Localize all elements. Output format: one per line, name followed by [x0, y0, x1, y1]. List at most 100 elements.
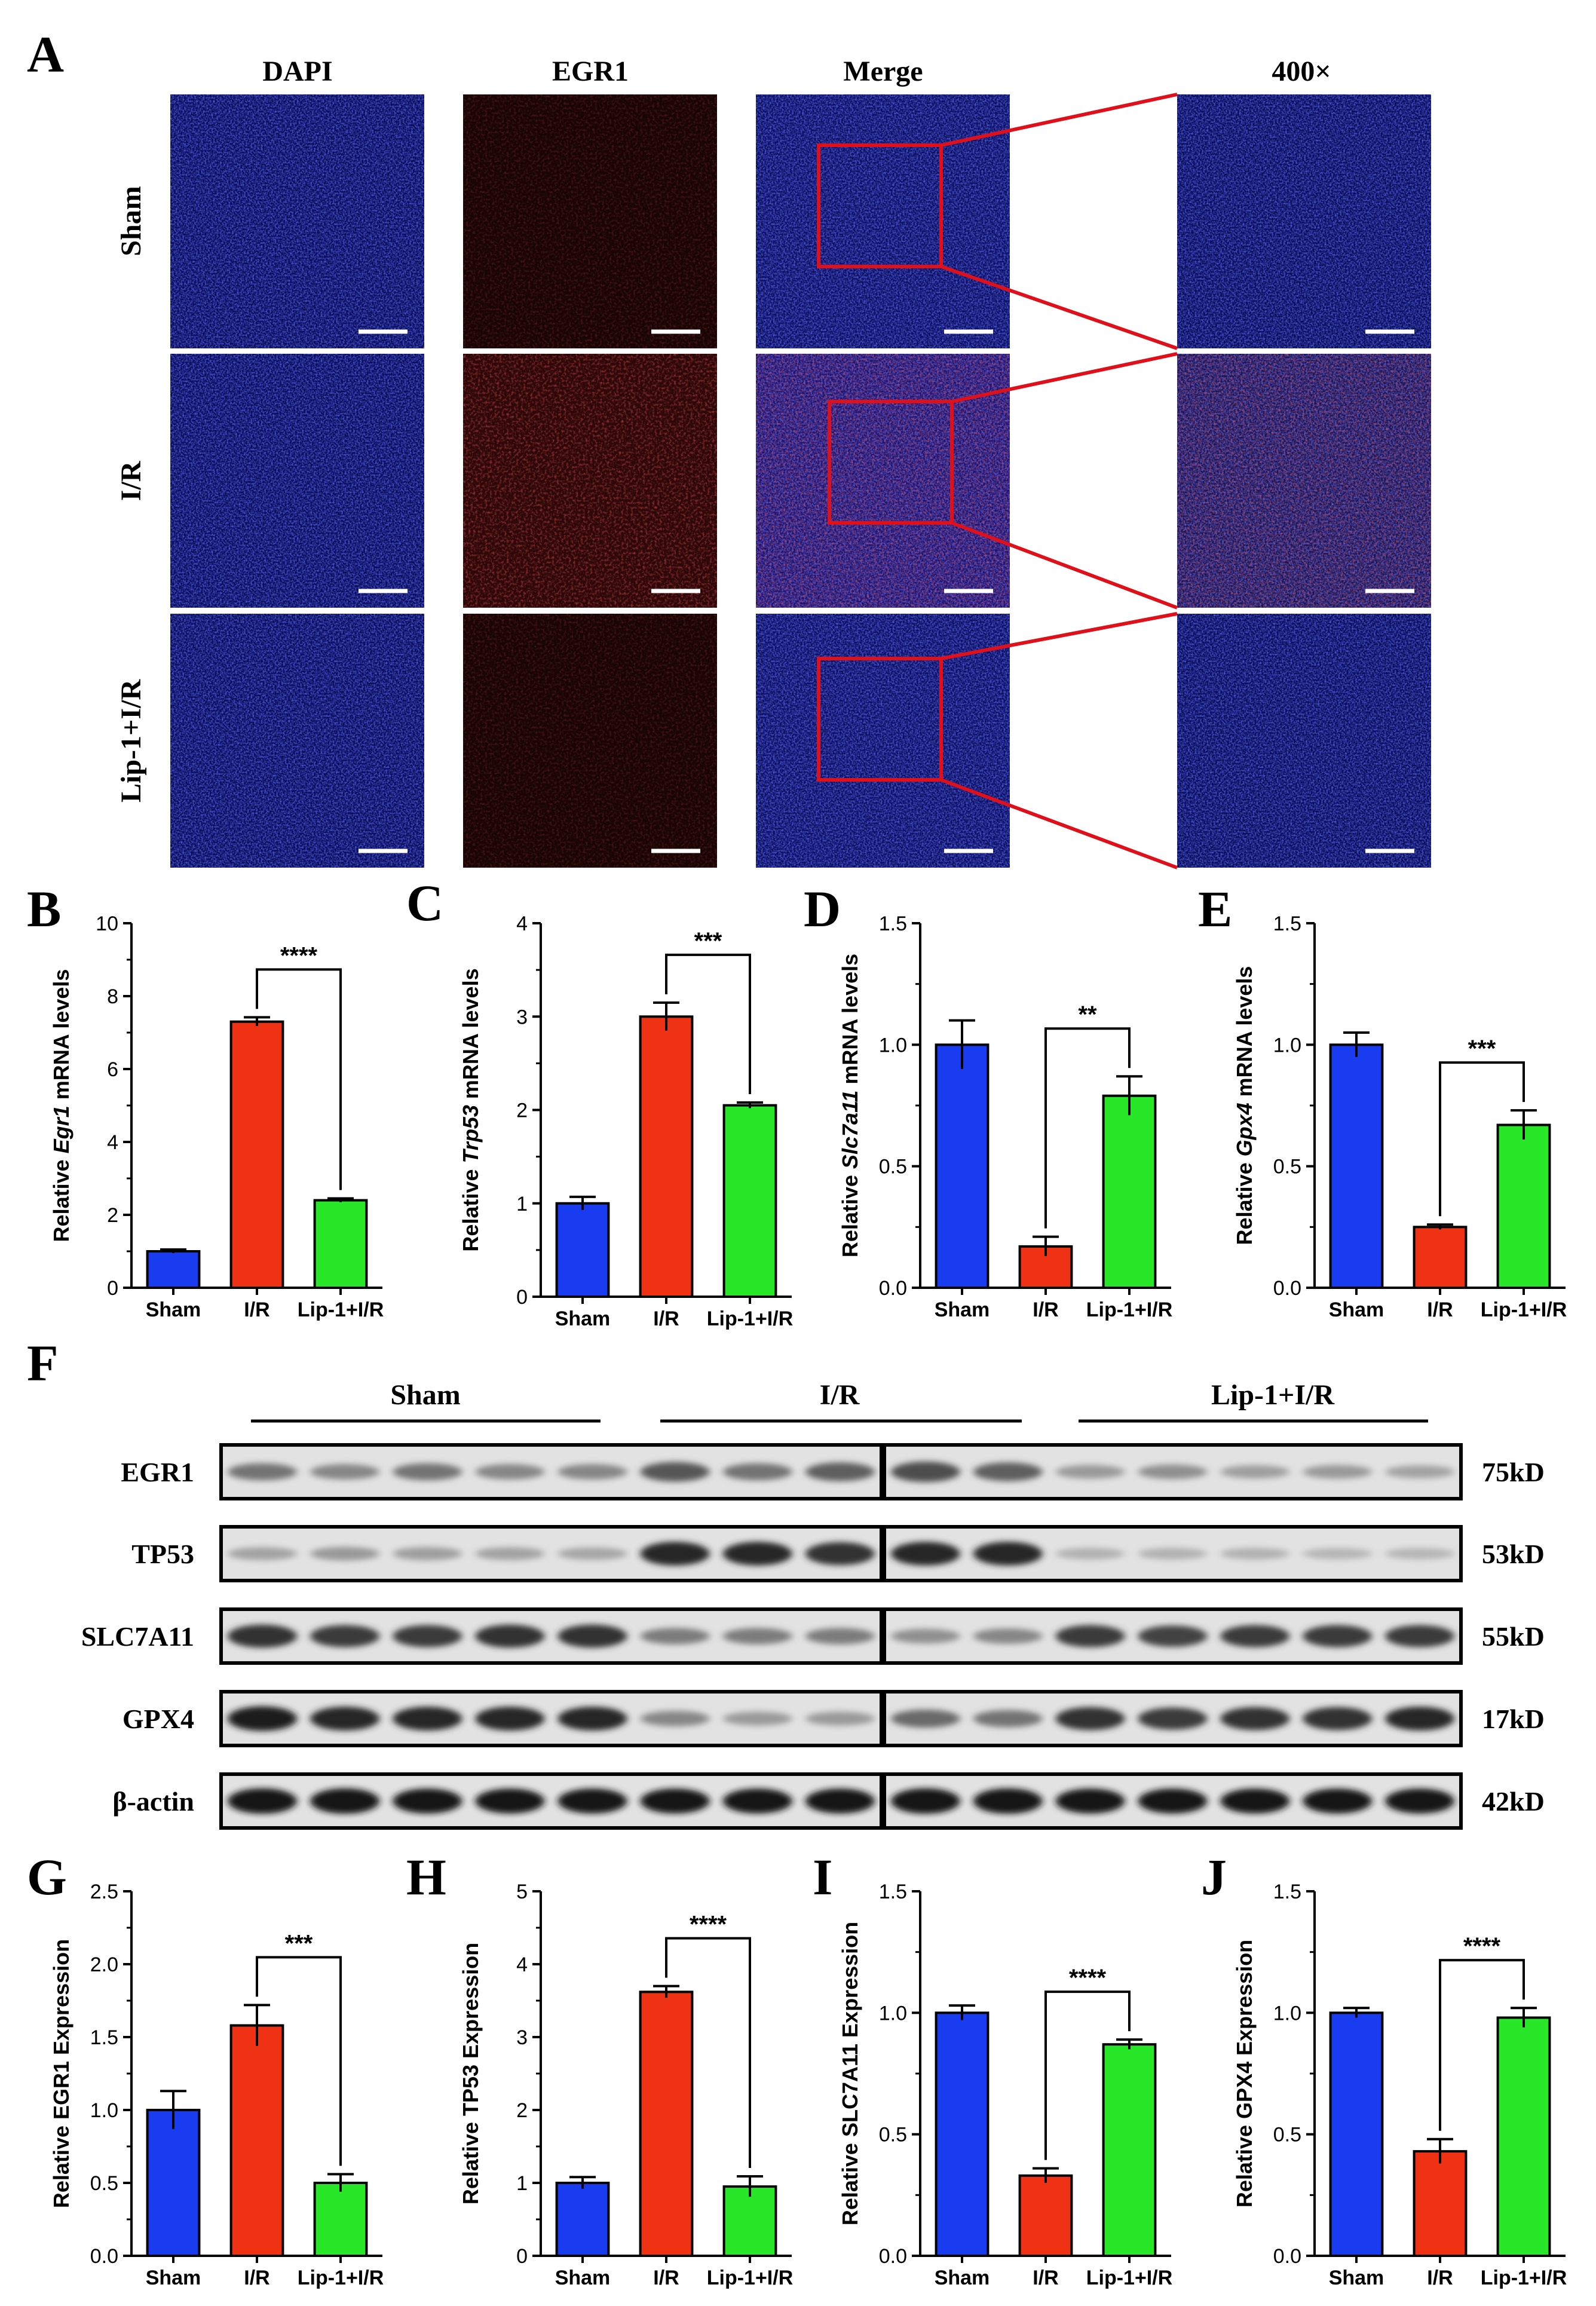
wb-band [973, 1542, 1043, 1566]
x-tick-label: Lip-1+I/R [1481, 2267, 1567, 2289]
bar-ir [639, 1015, 694, 1298]
x-tick-label: Sham [555, 2267, 611, 2289]
y-tick-label: 0.0 [1273, 2245, 1301, 2268]
col-header-400x: 400× [1272, 56, 1331, 87]
wb-band [1138, 1707, 1208, 1730]
wb-band [640, 1628, 710, 1644]
y-tick-label: 8 [107, 985, 118, 1008]
panel-label-c: C [406, 874, 443, 932]
zoom-line-top-row3 [941, 612, 1178, 660]
wb-band [393, 1625, 462, 1647]
zoom-line-top-row1 [941, 93, 1178, 147]
y-tick-label: 4 [516, 912, 528, 935]
bar-sham [146, 2109, 201, 2257]
x-tick-label: Lip-1+I/R [707, 2267, 794, 2289]
y-tick-label: 1.0 [90, 2099, 118, 2122]
chart-j: 0.0 0.5 1.0 1.5 Relative GPX4 Expression Sham… [1232, 1881, 1567, 2289]
wb-protein-label: SLC7A11 [81, 1621, 194, 1652]
panel-label-g: G [27, 1848, 67, 1906]
bar-ir [1413, 1226, 1468, 1289]
significance-label: **** [690, 1912, 727, 1938]
y-tick-label: 2 [516, 2099, 528, 2122]
significance-label: *** [1468, 1036, 1496, 1062]
y-label-part: Relative TP53 Expression [458, 1943, 483, 2204]
wb-group-ir: I/R [820, 1379, 860, 1411]
wb-band [228, 1547, 298, 1560]
zoom-line-bottom-row1 [941, 265, 1178, 350]
x-tick-label: Sham [555, 1307, 611, 1330]
wb-band [1303, 1707, 1373, 1731]
bar-sham [1329, 1043, 1384, 1290]
y-axis-label: Relative TP53 Expression [458, 1943, 483, 2204]
y-label-gene: Gpx4 [1232, 1103, 1257, 1156]
panel-label-b: B [27, 880, 61, 938]
wb-band [310, 1546, 380, 1561]
wb-band [1303, 1465, 1373, 1479]
y-tick-label: 1.5 [879, 1881, 907, 1903]
x-tick-label: I/R [244, 1299, 269, 1321]
panel-a-image-grid [170, 94, 1431, 868]
panel-label-d: D [804, 880, 841, 938]
y-axis-label: Relative EGR1 Expression [49, 1939, 73, 2208]
y-label-part: Relative [838, 1169, 862, 1257]
wb-band [1220, 1548, 1290, 1560]
bar-lip [722, 2185, 777, 2258]
wb-band [640, 1542, 710, 1566]
wb-band [1303, 1548, 1373, 1560]
chart-c: 0 1 2 3 4 Relative Trp53 mRNA levels Sham I/R Li… [458, 912, 793, 1330]
bar-sham [555, 1202, 610, 1298]
zoom-line-bottom-row2 [951, 521, 1178, 610]
wb-band [640, 1711, 710, 1726]
wb-band [557, 1547, 627, 1560]
y-tick-label: 2.0 [90, 1953, 118, 1976]
wb-size-label: 53kD [1482, 1539, 1545, 1569]
x-tick-label: Lip-1+I/R [298, 1299, 384, 1321]
zoom-box-row2 [828, 400, 954, 525]
row-header-lip: Lip-1+I/R [115, 679, 147, 803]
wb-band [973, 1788, 1043, 1814]
x-tick-label: I/R [1427, 1299, 1453, 1321]
wb-band [1385, 1625, 1454, 1647]
bar-lip [1102, 1094, 1157, 1289]
y-tick-label: 0.5 [879, 2124, 907, 2146]
wb-size-label: 17kD [1482, 1704, 1545, 1734]
y-tick-label: 1.0 [879, 1034, 907, 1056]
y-tick-label: 3 [516, 2026, 528, 2049]
x-tick-label: I/R [1427, 2267, 1453, 2289]
zoom-line-top-row2 [951, 352, 1178, 403]
y-tick-label: 1.0 [1273, 2002, 1301, 2025]
bar-sham [935, 2011, 990, 2257]
col-header-egr1: EGR1 [552, 56, 629, 87]
y-tick-label: 2 [107, 1204, 118, 1227]
wb-band [228, 1624, 298, 1648]
y-label-part: mRNA levels [838, 954, 862, 1091]
x-tick-label: Sham [1329, 1299, 1384, 1321]
x-tick-label: Sham [146, 2267, 201, 2289]
wb-band [1055, 1548, 1125, 1560]
western-blot: EGR1 75kD TP53 53kD SLC7A11 55kD GPX4 17kD β-act… [81, 1443, 1545, 1830]
wb-band [805, 1628, 875, 1644]
bar-lip [1102, 2043, 1157, 2257]
wb-size-label: 42kD [1482, 1786, 1545, 1817]
wb-band [475, 1464, 545, 1480]
wb-band [640, 1789, 710, 1814]
wb-band [891, 1461, 960, 1483]
y-tick-label: 0.0 [879, 2245, 907, 2268]
micrograph-red-row3 [463, 614, 717, 868]
y-axis-label: Relative Slc7a11 mRNA levels [838, 954, 862, 1257]
y-label-part: mRNA levels [1232, 966, 1257, 1103]
y-axis-label: Relative SLC7A11 Expression [838, 1922, 862, 2225]
wb-band [891, 1788, 960, 1814]
chart-b: 0 2 4 6 8 10 Relative Egr1 mRNA levels Sham I/R L… [49, 912, 384, 1321]
bar-lip [313, 1199, 368, 1289]
y-tick-label: 0.0 [1273, 1277, 1301, 1300]
bar-ir [1018, 2174, 1073, 2258]
y-label-part: Relative EGR1 Expression [49, 1939, 73, 2208]
x-tick-label: Sham [935, 1299, 990, 1321]
significance-bracket [256, 968, 342, 1190]
x-tick-label: I/R [244, 2267, 269, 2289]
x-tick-label: Lip-1+I/R [1481, 1299, 1567, 1321]
y-label-gene: Slc7a11 [838, 1091, 862, 1169]
x-tick-label: Sham [1329, 2267, 1384, 2289]
